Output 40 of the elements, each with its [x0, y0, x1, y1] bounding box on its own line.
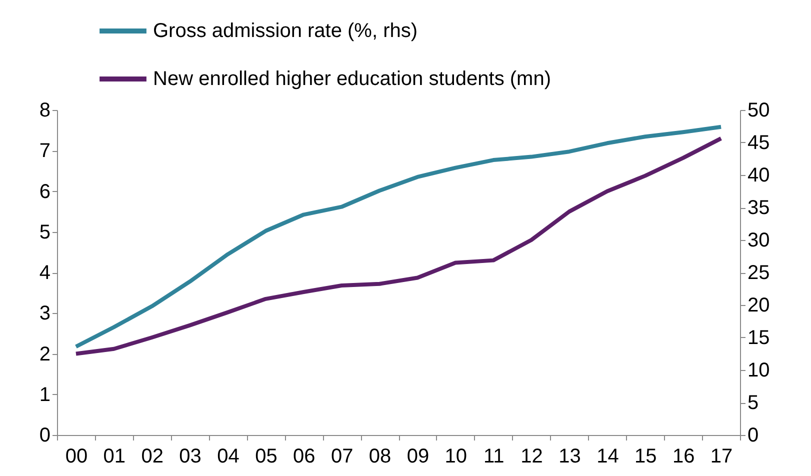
y-tick-label: 7	[39, 140, 50, 162]
y2-tick-label: 20	[748, 294, 770, 316]
x-tick-label: 01	[103, 446, 126, 468]
y-tick-label: 2	[39, 343, 50, 366]
y-tick-label: 4	[39, 262, 50, 284]
y2-tick-label: 50	[748, 100, 770, 122]
legend-label: New enrolled higher education students (mn)	[153, 68, 551, 90]
x-tick-label: 13	[558, 446, 581, 468]
x-tick-label: 15	[634, 446, 657, 468]
x-tick-label: 16	[672, 446, 695, 468]
x-tick-label: 14	[596, 446, 619, 468]
x-tick-label: 08	[368, 446, 392, 468]
x-tick-label: 00	[65, 446, 88, 468]
y-tick-label: 3	[39, 302, 50, 325]
y2-tick-label: 40	[748, 164, 770, 186]
y2-tick-label: 30	[748, 230, 770, 252]
x-tick-label: 07	[330, 446, 354, 468]
x-tick-label: 06	[293, 446, 316, 468]
y-tick-label: 5	[39, 221, 50, 244]
x-tick-label: 12	[520, 446, 543, 468]
y2-tick-label: 35	[748, 197, 770, 219]
x-tick-label: 04	[217, 446, 240, 468]
legend-label: Gross admission rate (%, rhs)	[153, 20, 418, 42]
y-tick-label: 6	[39, 180, 50, 203]
x-tick-label: 02	[141, 446, 164, 468]
x-tick-label: 09	[406, 446, 430, 468]
y2-tick-label: 0	[748, 424, 759, 446]
y2-tick-label: 45	[748, 132, 770, 154]
y-tick-label: 8	[39, 100, 50, 122]
y2-tick-label: 15	[748, 327, 770, 349]
y-tick-label: 0	[39, 424, 50, 446]
y2-tick-label: 5	[748, 392, 759, 414]
x-tick-label: 05	[255, 446, 278, 468]
y2-tick-label: 10	[748, 360, 770, 382]
x-tick-label: 11	[483, 446, 504, 468]
x-tick-label: 03	[179, 446, 202, 468]
x-tick-label: 10	[444, 446, 468, 468]
y2-tick-label: 25	[748, 262, 770, 284]
y-tick-label: 1	[39, 384, 50, 406]
x-tick-label: 17	[710, 446, 733, 468]
